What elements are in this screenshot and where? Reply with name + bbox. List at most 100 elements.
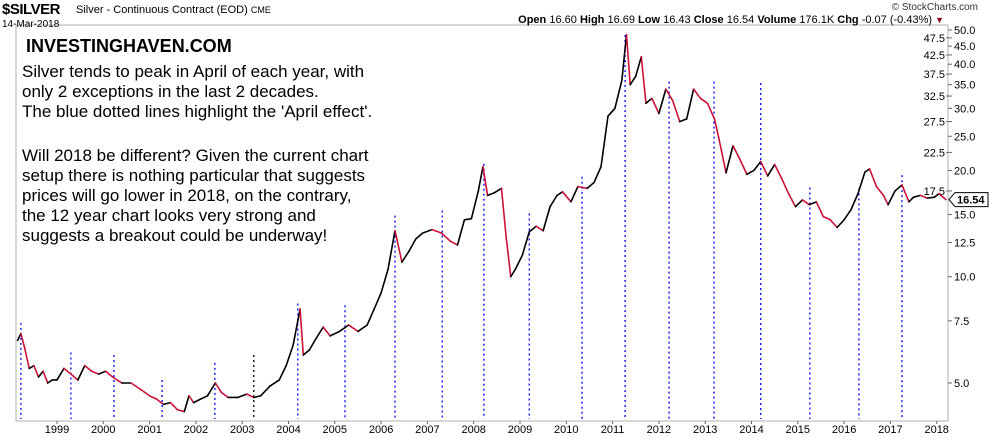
price-segment bbox=[556, 191, 564, 197]
open-value: 16.60 bbox=[549, 14, 577, 26]
price-segment bbox=[794, 199, 804, 208]
high-label: High bbox=[579, 14, 605, 26]
price-segment bbox=[97, 370, 107, 375]
price-segment bbox=[347, 324, 359, 333]
low-value: 16.43 bbox=[663, 14, 691, 26]
price-segment bbox=[912, 194, 922, 199]
y-tick-label: 25.0 bbox=[954, 131, 975, 143]
x-tick-label: 2001 bbox=[137, 424, 161, 436]
price-segment bbox=[380, 268, 389, 294]
price-segment bbox=[90, 370, 100, 375]
price-segment bbox=[509, 268, 517, 278]
price-segment bbox=[699, 97, 709, 105]
price-segment bbox=[183, 394, 190, 413]
price-segment bbox=[535, 225, 544, 232]
price-segment bbox=[766, 163, 776, 177]
price-segment bbox=[315, 326, 325, 339]
price-segment bbox=[815, 201, 825, 218]
price-segment bbox=[549, 194, 558, 208]
x-tick-label: 2018 bbox=[924, 424, 948, 436]
price-segment bbox=[868, 168, 878, 188]
x-tick-label: 2004 bbox=[276, 424, 300, 436]
price-segment bbox=[753, 160, 762, 172]
symbol: $SILVER bbox=[2, 1, 60, 18]
price-segment bbox=[28, 364, 35, 370]
annotation-line: Silver tends to peak in April of each ye… bbox=[22, 62, 365, 81]
price-segment bbox=[188, 394, 195, 404]
price-segment bbox=[629, 75, 637, 86]
price-segment bbox=[16, 332, 22, 342]
price-segment bbox=[829, 218, 838, 229]
price-segment bbox=[822, 215, 832, 221]
x-tick-label: 2014 bbox=[739, 424, 763, 436]
price-segment bbox=[528, 225, 538, 233]
price-segment bbox=[671, 100, 681, 123]
price-segment bbox=[139, 388, 151, 397]
price-segment bbox=[713, 118, 720, 141]
price-segment bbox=[850, 192, 859, 211]
price-segment bbox=[739, 158, 748, 176]
close-value: 16.54 bbox=[726, 14, 755, 26]
price-segment bbox=[440, 232, 452, 243]
x-tick-label: 2002 bbox=[184, 424, 208, 436]
price-segment bbox=[718, 138, 727, 174]
x-tick-label: 2006 bbox=[369, 424, 393, 436]
volume-value: 176.1K bbox=[799, 14, 835, 26]
price-segment bbox=[357, 324, 369, 333]
price-segment bbox=[269, 379, 281, 387]
annotation-line: The blue dotted lines highlight the 'Apr… bbox=[22, 102, 373, 121]
price-segment bbox=[542, 205, 551, 232]
price-segment bbox=[875, 185, 885, 197]
price-segment bbox=[431, 228, 443, 234]
x-tick-label: 2011 bbox=[601, 424, 625, 436]
annotation-line: suggests a breakout could be underway! bbox=[22, 226, 328, 245]
price-segment bbox=[621, 33, 628, 82]
price-segment bbox=[56, 367, 65, 381]
price-segment bbox=[808, 201, 818, 206]
price-segment bbox=[470, 190, 480, 220]
price-segment bbox=[463, 217, 473, 221]
price-segment bbox=[514, 254, 524, 271]
price-segment bbox=[908, 196, 915, 203]
price-segment bbox=[746, 169, 755, 176]
price-segment bbox=[401, 250, 410, 263]
y-tick-label: 45.0 bbox=[954, 41, 975, 53]
price-segment bbox=[252, 394, 262, 399]
price-segment bbox=[162, 401, 172, 406]
y-tick-label: 30.0 bbox=[954, 103, 975, 115]
price-segment bbox=[23, 346, 31, 370]
price-segment bbox=[759, 160, 769, 177]
price-segment bbox=[926, 196, 936, 199]
price-segment bbox=[857, 171, 866, 195]
open-label: Open bbox=[518, 14, 547, 26]
description-text: Silver - Continuous Contract (EOD) bbox=[76, 4, 248, 16]
x-tick-label: 2008 bbox=[461, 424, 485, 436]
x-tick-label: 2003 bbox=[230, 424, 254, 436]
price-segment bbox=[42, 370, 49, 384]
price-segment bbox=[83, 364, 93, 373]
close-label: Close bbox=[693, 14, 724, 26]
price-segment bbox=[63, 367, 72, 375]
price-segment bbox=[449, 240, 459, 246]
price-segment bbox=[801, 199, 811, 206]
price-segment bbox=[665, 88, 674, 102]
price-segment bbox=[20, 332, 26, 349]
price-segment bbox=[176, 408, 186, 413]
price-segment bbox=[577, 185, 588, 190]
symbol-description: Silver - Continuous Contract (EOD) CME bbox=[76, 4, 271, 16]
price-segment bbox=[408, 238, 417, 253]
annotation-paragraph-2: Will 2018 be different? Given the curren… bbox=[22, 146, 368, 246]
price-segment bbox=[220, 391, 230, 399]
price-segment bbox=[299, 308, 305, 356]
brand-link[interactable]: © StockCharts.com bbox=[891, 2, 978, 13]
site-title: INVESTINGHAVEN.COM bbox=[26, 36, 232, 56]
price-segment bbox=[919, 194, 929, 199]
price-segment bbox=[421, 228, 433, 234]
x-tick-label: 2007 bbox=[415, 424, 439, 436]
x-tick-label: 2016 bbox=[832, 424, 856, 436]
price-segment bbox=[214, 382, 223, 394]
y-tick-label: 37.5 bbox=[924, 69, 945, 81]
x-tick-label: 2000 bbox=[91, 424, 115, 436]
price-segment bbox=[901, 184, 910, 203]
price-segment bbox=[882, 194, 889, 206]
